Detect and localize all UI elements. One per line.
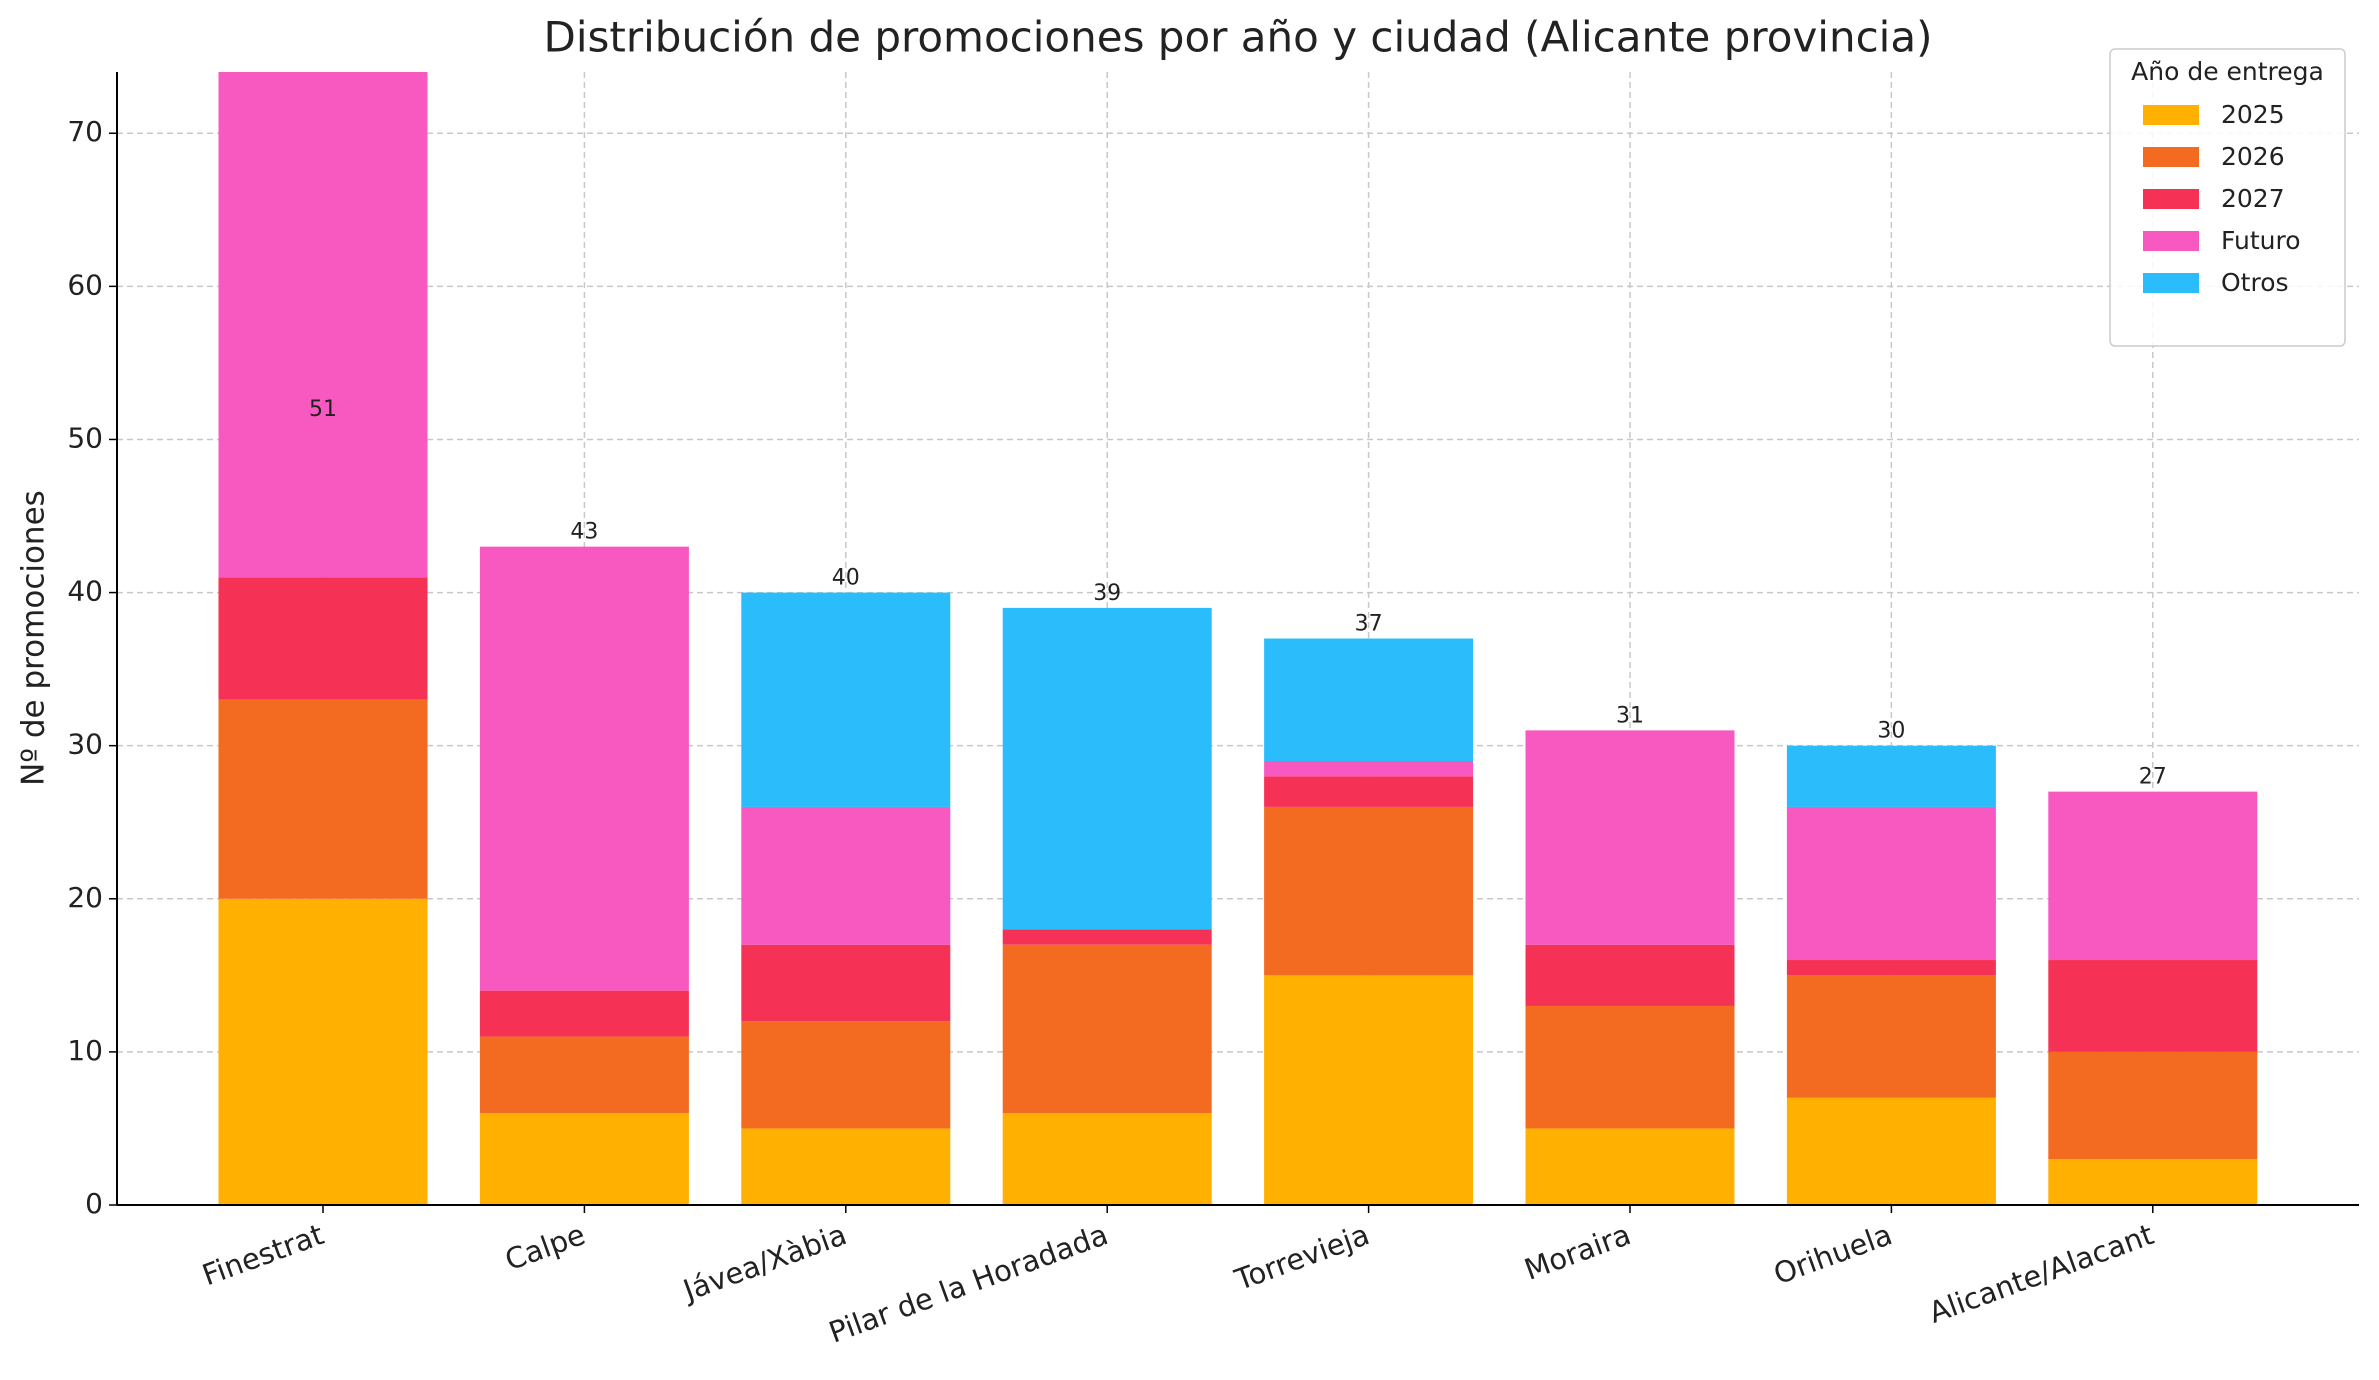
bar-segment — [218, 577, 428, 700]
bar-segment — [479, 546, 689, 991]
x-tick-label: Orihuela — [1769, 1217, 1896, 1291]
bar-segment — [2048, 791, 2258, 961]
legend-label: 2026 — [2221, 142, 2285, 171]
bar-segment — [1264, 638, 1474, 761]
y-axis-label: Nº de promociones — [16, 490, 52, 786]
bar-segment — [1525, 1005, 1735, 1129]
bar-segment — [1786, 960, 1996, 976]
y-tick-label: 10 — [67, 1034, 103, 1067]
x-tick-label: Calpe — [501, 1217, 590, 1277]
y-tick-label: 0 — [85, 1187, 103, 1220]
legend-swatch — [2143, 189, 2199, 209]
y-tick-label: 30 — [67, 728, 103, 761]
bar-segment — [218, 72, 428, 578]
bar-segment — [479, 1036, 689, 1114]
x-tick-label: Torrevieja — [1230, 1217, 1374, 1297]
total-label: 40 — [832, 566, 860, 591]
bar-segment — [1002, 607, 1212, 930]
bar-segment — [479, 990, 689, 1037]
bar-segment — [741, 1021, 951, 1129]
x-tick-label: Finestrat — [198, 1217, 328, 1292]
bar-segment — [741, 1128, 951, 1205]
bar-segment — [1525, 730, 1735, 945]
chart-title: Distribución de promociones por año y ci… — [544, 13, 1933, 62]
bar-segment — [218, 699, 428, 899]
legend-label: Futuro — [2221, 226, 2301, 255]
grid — [117, 72, 2359, 1206]
bar-segment — [741, 944, 951, 1022]
bar-segment — [1786, 745, 1996, 807]
legend-swatch — [2143, 105, 2199, 125]
x-tick-label: Pilar de la Horadada — [824, 1217, 1112, 1350]
y-tick-label: 70 — [67, 115, 103, 148]
x-tick-label: Moraira — [1520, 1217, 1635, 1287]
y-tick-label: 40 — [67, 575, 103, 608]
x-tick-label: Jávea/Xàbia — [677, 1217, 851, 1308]
legend-label: 2025 — [2221, 100, 2285, 129]
total-label: 31 — [1616, 703, 1644, 728]
bar-segment — [2048, 1159, 2258, 1205]
bar-segment — [741, 592, 951, 807]
legend-label: 2027 — [2221, 184, 2285, 213]
total-label: 30 — [1877, 719, 1905, 744]
total-label: 27 — [2139, 765, 2167, 790]
bar-segment — [1264, 806, 1474, 976]
total-label: 37 — [1355, 612, 1383, 637]
bar-segment — [1002, 1113, 1212, 1205]
bar-segment — [1786, 806, 1996, 961]
bar-segment — [479, 1113, 689, 1205]
total-label: 39 — [1093, 581, 1121, 606]
bar-segment — [1786, 975, 1996, 1098]
total-label: 51 — [309, 397, 337, 422]
bar-segment — [1264, 760, 1474, 777]
bar-segment — [1264, 975, 1474, 1205]
legend-swatch — [2143, 147, 2199, 167]
bar-segment — [741, 806, 951, 945]
bar-segment — [1525, 944, 1735, 1006]
bar-segment — [2048, 960, 2258, 1052]
bar-segment — [1786, 1097, 1996, 1205]
bar-segment — [1525, 1128, 1735, 1205]
legend-swatch — [2143, 273, 2199, 293]
bar-segment — [2048, 1051, 2258, 1160]
bar-segment — [1002, 944, 1212, 1114]
legend-label: Otros — [2221, 268, 2289, 297]
legend-title: Año de entrega — [2131, 57, 2324, 86]
x-tick-label: Alicante/Alacant — [1924, 1217, 2158, 1330]
y-tick-label: 20 — [67, 881, 103, 914]
legend-swatch — [2143, 231, 2199, 251]
bar-segment — [1264, 776, 1474, 807]
total-label: 43 — [570, 520, 598, 545]
bar-segment — [218, 898, 428, 1205]
y-tick-label: 60 — [67, 268, 103, 301]
legend: Año de entrega 2025 2026 2027 Futuro Otros — [2109, 48, 2346, 347]
y-tick-label: 50 — [67, 421, 103, 454]
bar-segment — [1002, 929, 1212, 945]
